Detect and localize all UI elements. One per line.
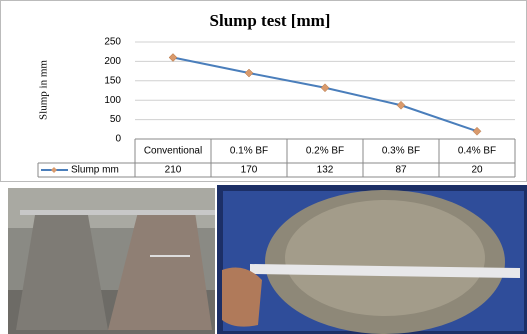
- y-tick-label: 200: [104, 56, 121, 67]
- x-tick-label: 0.2% BF: [306, 146, 344, 157]
- y-tick-label: 250: [104, 37, 121, 48]
- table-value: 20: [471, 165, 483, 176]
- x-tick-label: 0.4% BF: [458, 146, 496, 157]
- table-value: 132: [317, 165, 334, 176]
- table-value: 210: [165, 165, 182, 176]
- x-tick-label: 0.1% BF: [230, 146, 268, 157]
- photo-slump-cones: [8, 188, 215, 334]
- legend-label: Slump mm: [71, 165, 119, 176]
- table-value: 87: [395, 165, 407, 176]
- figure: Slump test [mm] Slump in mm 050100150200…: [0, 0, 527, 334]
- y-tick-label: 50: [110, 114, 122, 125]
- table-value: 170: [241, 165, 258, 176]
- chart-title: Slump test [mm]: [210, 11, 331, 30]
- x-tick-label: Conventional: [144, 146, 202, 157]
- y-tick-label: 150: [104, 75, 121, 86]
- y-tick-label: 0: [115, 134, 121, 145]
- y-axis-label: Slump in mm: [38, 60, 50, 120]
- x-tick-label: 0.3% BF: [382, 146, 420, 157]
- photo-slump-spread: [220, 188, 527, 334]
- y-tick-label: 100: [104, 95, 121, 106]
